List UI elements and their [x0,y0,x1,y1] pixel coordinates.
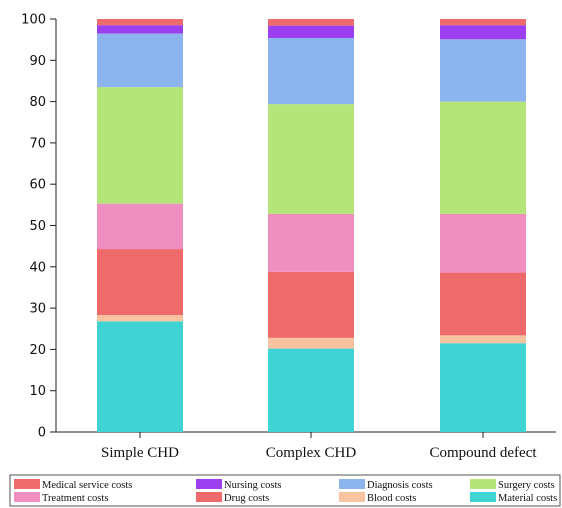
bar-segment-medical-service-costs [97,19,183,26]
bar-segment-material-costs [440,343,526,432]
legend-label: Diagnosis costs [367,480,433,491]
legend-label: Blood costs [367,493,416,504]
y-tick-label: 100 [21,13,46,28]
bar-segment-drug-costs [268,271,354,338]
legend-item-nursing-costs: Nursing costs [196,479,281,491]
y-tick-label: 60 [29,178,46,193]
bar-segment-diagnosis-costs [268,37,354,105]
bar-segment-blood-costs [440,335,526,344]
bar-segment-nursing-costs [268,25,354,38]
legend-swatch [339,492,365,502]
y-tick-label: 70 [29,136,46,151]
y-tick-label: 0 [38,426,46,441]
bar-stack-simple-chd [97,19,183,432]
legend-swatch [14,479,40,489]
y-tick-label: 80 [29,95,46,110]
bar-segment-diagnosis-costs [97,33,183,88]
y-tick-label: 90 [29,54,46,69]
bars [97,19,526,432]
y-tick-label: 10 [29,384,46,399]
legend-swatch [14,492,40,502]
bar-stack-compound-defect [440,19,526,432]
bar-segment-nursing-costs [440,25,526,40]
legend-label: Drug costs [224,493,269,504]
legend-item-drug-costs: Drug costs [196,492,269,504]
legend-swatch [196,479,222,489]
x-tick-label: Compound defect [429,445,537,461]
legend-item-diagnosis-costs: Diagnosis costs [339,479,433,491]
bar-segment-surgery-costs [97,87,183,204]
bar-segment-material-costs [97,321,183,432]
legend-swatch [339,479,365,489]
bar-segment-medical-service-costs [268,19,354,26]
y-tick-label: 40 [29,260,46,275]
legend-swatch [470,492,496,502]
y-tick-label: 50 [29,219,46,234]
bar-segment-blood-costs [97,315,183,322]
bar-segment-treatment-costs [97,203,183,250]
bar-segment-medical-service-costs [440,19,526,26]
bar-segment-surgery-costs [440,101,526,214]
legend-item-medical-service-costs: Medical service costs [14,479,132,491]
bar-segment-nursing-costs [97,25,183,34]
bar-segment-drug-costs [440,272,526,336]
bar-segment-treatment-costs [268,213,354,272]
bar-stack-complex-chd [268,19,354,432]
legend-label: Treatment costs [42,493,108,504]
bar-segment-treatment-costs [440,213,526,273]
y-axis: 0 10 20 30 40 50 60 70 80 90 100 [21,13,57,441]
legend-label: Surgery costs [498,480,555,491]
bar-segment-drug-costs [97,249,183,316]
legend-box [9,474,561,507]
x-tick-label: Simple CHD [101,445,179,461]
legend-swatch [196,492,222,502]
legend-item-material-costs: Material costs [470,492,557,504]
y-tick-label: 20 [29,343,46,358]
legend-item-blood-costs: Blood costs [339,492,416,504]
bar-segment-surgery-costs [268,104,354,214]
x-tick-label: Complex CHD [266,445,357,461]
legend-swatch [470,479,496,489]
bar-segment-blood-costs [268,337,354,349]
x-axis: Simple CHD Complex CHD Compound defect [56,431,556,461]
legend-label: Material costs [498,493,557,504]
legend-item-treatment-costs: Treatment costs [14,492,108,504]
legend-label: Nursing costs [224,480,281,491]
legend-label: Medical service costs [42,480,132,491]
bar-segment-diagnosis-costs [440,39,526,102]
legend: Medical service costs Nursing costs Diagno… [9,474,561,507]
y-tick-label: 30 [29,302,46,317]
legend-item-surgery-costs: Surgery costs [470,479,555,491]
bar-segment-material-costs [268,348,354,432]
